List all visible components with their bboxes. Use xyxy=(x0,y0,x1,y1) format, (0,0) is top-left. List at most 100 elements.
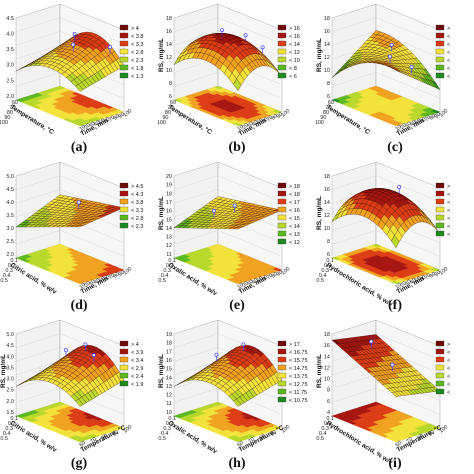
x-tick-label: 100 xyxy=(158,120,166,126)
y-tick-label: 80 xyxy=(100,433,109,442)
legend-label: < 3.8 xyxy=(131,34,143,40)
y-tick-label: 30 xyxy=(246,279,255,288)
y-tick-label: 70 xyxy=(108,273,117,282)
surface-plot: 18 16 14 12 10 8 6 4 RS, mg/mL 0.10.20.30.40.5 60 7… xyxy=(316,319,450,466)
legend-swatch xyxy=(277,238,287,245)
z-tick-label: 2.0 xyxy=(6,252,14,258)
legend-label: < 13 xyxy=(289,232,300,238)
data-point xyxy=(397,185,402,190)
y-tick-label: 10 xyxy=(394,282,403,291)
legend-label: < 3.3 xyxy=(131,42,143,48)
legend-swatch xyxy=(277,198,287,205)
x-tick-label: 0.5 xyxy=(0,436,8,442)
z-axis-label: RS, mg/mL xyxy=(0,354,7,388)
x-tick-label: 0.1 xyxy=(10,258,18,264)
y-tick-label: 100 xyxy=(438,266,449,277)
legend-label: > 17 xyxy=(289,342,300,348)
legend-swatch xyxy=(435,340,445,347)
contour-cell xyxy=(272,267,283,272)
y-tick-label: 90 xyxy=(434,270,443,279)
y-tick-label: 40 xyxy=(251,119,260,128)
legend-swatch xyxy=(119,56,129,63)
z-tick-label: 3.5 xyxy=(6,47,14,53)
z-tick-label: 17 xyxy=(166,349,172,355)
y-tick-label: 30 xyxy=(88,279,97,288)
y-tick-label: 100 xyxy=(122,108,133,119)
grid-line xyxy=(173,17,283,44)
z-tick-label: 14 xyxy=(166,375,172,381)
legend-swatch xyxy=(119,356,129,363)
z-tick-label: 14 xyxy=(324,354,330,360)
legend-label: < xyxy=(447,208,450,214)
y-tick-label: 20 xyxy=(241,280,250,289)
z-tick-label: 6 xyxy=(327,252,330,258)
x-tick-label: 0.2 xyxy=(8,421,16,427)
surface-panel: 18 16 14 12 10 8 6 RS, mg/mL 60 70 80 90 100 10 20 30 40… xyxy=(316,0,474,158)
z-tick-label: 16 xyxy=(166,29,172,35)
panel-caption: (h) xyxy=(228,456,246,471)
legend-label: < 14 xyxy=(289,42,300,48)
grid-line xyxy=(173,230,283,257)
grid-line xyxy=(331,175,441,202)
surface-cell xyxy=(233,398,242,407)
x-tick-label: 70 xyxy=(9,105,15,111)
z-tick-label: 3.0 xyxy=(6,63,14,69)
legend-label: > 18 xyxy=(289,184,300,190)
data-point xyxy=(64,348,68,353)
data-point xyxy=(71,42,76,47)
surface-cell xyxy=(391,67,400,72)
x-tick-label: 0.3 xyxy=(321,426,329,432)
legend-label: < 12.75 xyxy=(289,382,308,388)
y-tick-label: 100 xyxy=(122,424,133,435)
panel-caption: (b) xyxy=(228,140,246,155)
surface-plot: 5.04.54.03.53.02.52.01.5RS, mg/mL0.10.20… xyxy=(0,319,143,454)
x-tick-label: 0.1 xyxy=(326,416,334,422)
legend-swatch xyxy=(277,396,287,403)
legend-label: < 17 xyxy=(289,200,300,206)
y-tick-label: 20 xyxy=(241,122,250,131)
grid-line xyxy=(331,72,441,99)
legend-swatch xyxy=(277,388,287,395)
x-tick-label: 0.5 xyxy=(158,436,166,442)
surface-panel: 18 16 14 12 10 8 6 RS, mg/mL 0.1 0.2 0.3 0.4 0.5 10 20… xyxy=(316,158,474,316)
grid-line xyxy=(173,31,283,58)
legend-swatch xyxy=(435,40,445,47)
legend-swatch xyxy=(435,32,445,39)
legend-label: > 16 xyxy=(289,26,300,32)
x-tick-label: 90 xyxy=(4,115,10,121)
surface-plot: 4.54.03.53.02.52.06070809010010203040506… xyxy=(0,3,143,138)
y-tick-label: 30 xyxy=(88,121,97,130)
legend-label: < 14 xyxy=(289,224,300,230)
legend-label: < 16.75 xyxy=(289,350,308,356)
legend-label: > xyxy=(447,184,450,190)
y-tick-label: 60 xyxy=(419,274,428,283)
z-tick-label: 20 xyxy=(166,174,172,180)
legend-swatch xyxy=(119,380,129,387)
x-tick-label: 0.1 xyxy=(168,416,176,422)
y-tick-label: 90 xyxy=(434,112,443,121)
surface-panel: 5.0 4.5 4.0 3.5 3.0 2.5 2.0 1.5 RS, mg/mL 0.1 0.2 0… xyxy=(0,316,158,474)
y-tick-label: 40 xyxy=(409,277,418,286)
y-tick-label: 80 xyxy=(429,113,438,122)
grid-line xyxy=(15,333,125,360)
x-tick-label: 0.5 xyxy=(158,278,166,284)
y-tick-label: 40 xyxy=(93,119,102,128)
legend-swatch xyxy=(435,206,445,213)
panel-caption: (a) xyxy=(70,140,88,155)
legend-swatch xyxy=(277,24,287,31)
data-point xyxy=(260,45,265,50)
z-axis-label: RS, mg/mL xyxy=(158,38,165,72)
y-tick-label: 90 xyxy=(118,270,127,279)
data-point xyxy=(83,342,88,347)
z-tick-label: 4 xyxy=(327,410,330,416)
legend-swatch xyxy=(277,230,287,237)
data-point xyxy=(76,200,81,205)
data-point xyxy=(214,352,219,357)
z-tick-label: 15 xyxy=(166,217,172,223)
data-point xyxy=(390,362,395,367)
legend-label: < xyxy=(447,74,450,80)
y-tick-label: 50 xyxy=(98,276,107,285)
legend-swatch xyxy=(435,64,445,71)
legend-label: > 4 xyxy=(131,342,139,348)
